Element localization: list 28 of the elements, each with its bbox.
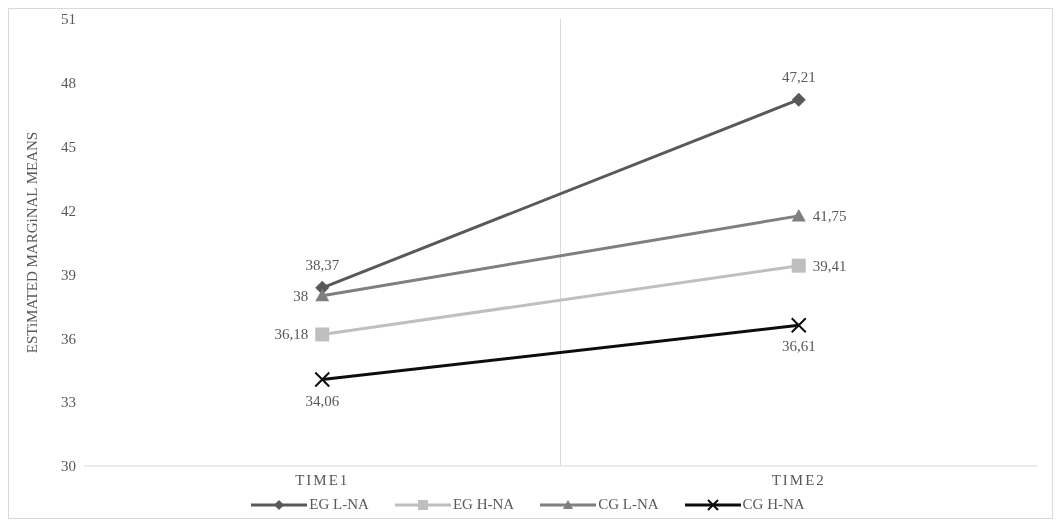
y-tick-label: 33 [61,394,76,411]
legend-label: EG L-NA [309,496,369,513]
point [790,317,807,334]
y-tick-label: 51 [61,11,76,28]
data-label: 41,75 [812,207,847,224]
point [791,258,806,273]
data-label: 38,37 [305,256,340,273]
x-tick-label: TIME1 [295,471,350,488]
point [791,92,806,107]
data-label: 47,21 [781,68,816,85]
legend-label: CG H-NA [742,496,805,513]
y-axis-title: ESTiMATED MARGiNAL MEANS [24,131,41,354]
x-tick-label: TIME2 [771,471,826,488]
y-tick-label: 36 [61,330,77,347]
y-tick-label: 30 [61,458,76,475]
data-label: 38 [293,287,309,304]
legend-label: CG L-NA [598,496,659,513]
y-tick-label: 42 [61,202,76,219]
y-tick-label: 48 [61,75,76,92]
y-tick-label: 39 [61,266,76,283]
data-label: 36,61 [781,338,816,355]
data-label: 39,41 [812,257,847,274]
data-label: 36,18 [274,326,309,343]
y-tick-label: 45 [61,139,76,156]
point [315,327,330,342]
legend-label: EG H-NA [452,496,515,513]
data-label: 34,06 [305,392,340,409]
point [314,371,331,388]
